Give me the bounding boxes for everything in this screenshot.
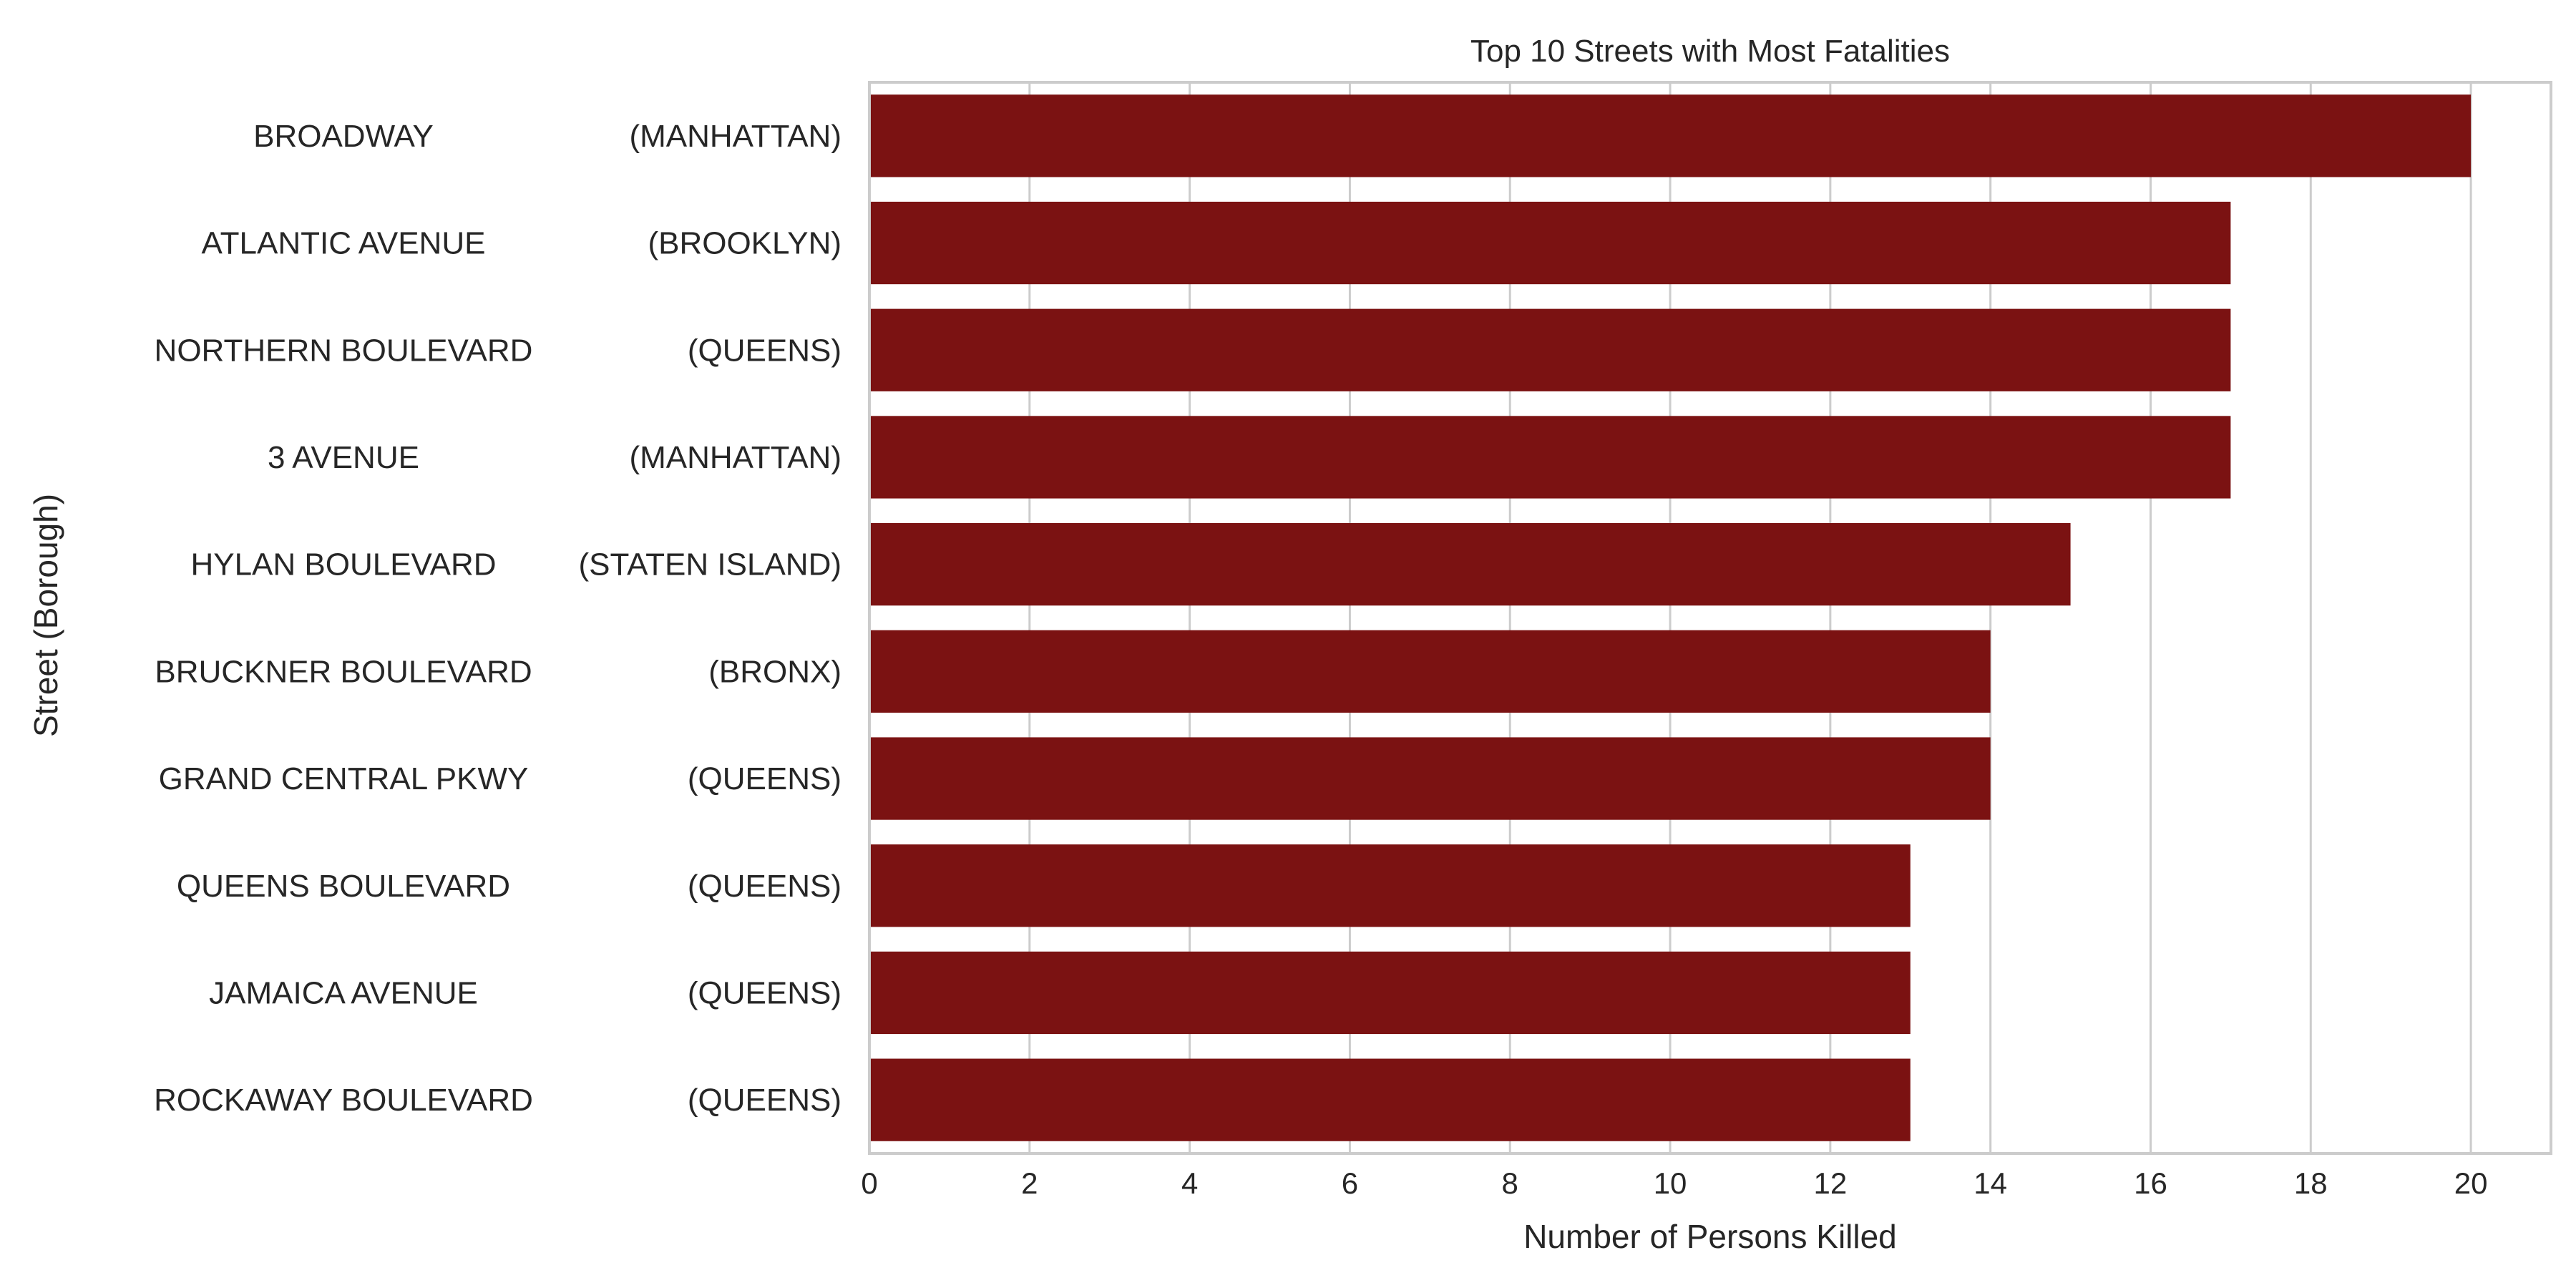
y-tick-street: JAMAICA AVENUE [209, 975, 478, 1010]
plot-frame [868, 81, 2552, 1155]
bar [869, 951, 1911, 1035]
bars [869, 94, 2472, 1141]
y-tick-street: ATLANTIC AVENUE [202, 226, 486, 261]
y-tick-street: ROCKAWAY BOULEVARD [154, 1083, 533, 1118]
x-axis-label: Number of Persons Killed [1523, 1218, 1897, 1255]
bar [869, 308, 2231, 391]
x-tick-label: 20 [2454, 1166, 2488, 1200]
x-tick-label: 16 [2134, 1166, 2167, 1200]
bar [869, 523, 2071, 606]
chart-title: Top 10 Streets with Most Fatalities [1470, 34, 1950, 69]
y-tick-borough: (MANHATTAN) [629, 119, 841, 154]
x-tick-label: 4 [1181, 1166, 1198, 1200]
y-tick-street: 3 AVENUE [268, 440, 419, 475]
x-axis-ticks: 0 2 4 6 8 10 12 14 16 18 20 [861, 1166, 2487, 1200]
y-tick-street: GRAND CENTRAL PKWY [159, 761, 529, 796]
y-tick-borough: (MANHATTAN) [629, 440, 841, 475]
x-tick-label: 18 [2294, 1166, 2328, 1200]
x-tick-label: 2 [1021, 1166, 1038, 1200]
y-tick-borough: (QUEENS) [688, 761, 841, 796]
y-tick-borough: (STATEN ISLAND) [578, 547, 841, 582]
y-tick-borough: (QUEENS) [688, 975, 841, 1010]
x-tick-label: 8 [1502, 1166, 1518, 1200]
bar [869, 1058, 1911, 1141]
y-tick-borough: (QUEENS) [688, 869, 841, 904]
bar [869, 630, 1991, 713]
y-tick-borough: (BRONX) [708, 654, 841, 689]
bar [869, 201, 2231, 285]
bar [869, 737, 1991, 820]
y-tick-street: BRUCKNER BOULEVARD [155, 654, 532, 689]
y-tick-street: QUEENS BOULEVARD [177, 869, 510, 904]
y-tick-street: HYLAN BOULEVARD [190, 547, 496, 582]
y-tick-borough: (BROOKLYN) [648, 226, 841, 261]
x-tick-label: 12 [1813, 1166, 1847, 1200]
x-tick-label: 14 [1974, 1166, 2007, 1200]
y-axis-labels: BROADWAY (MANHATTAN) ATLANTIC AVENUE (BROOK… [154, 119, 841, 1118]
y-axis-label: Street (Borough) [27, 494, 64, 737]
x-tick-label: 6 [1342, 1166, 1358, 1200]
y-tick-street: NORTHERN BOULEVARD [155, 333, 533, 368]
bar [869, 94, 2472, 177]
x-tick-label: 10 [1654, 1166, 1687, 1200]
bar [869, 416, 2231, 499]
x-tick-label: 0 [861, 1166, 877, 1200]
bar [869, 844, 1911, 927]
y-tick-borough: (QUEENS) [688, 333, 841, 368]
y-tick-borough: (QUEENS) [688, 1083, 841, 1118]
y-tick-street: BROADWAY [253, 119, 434, 154]
